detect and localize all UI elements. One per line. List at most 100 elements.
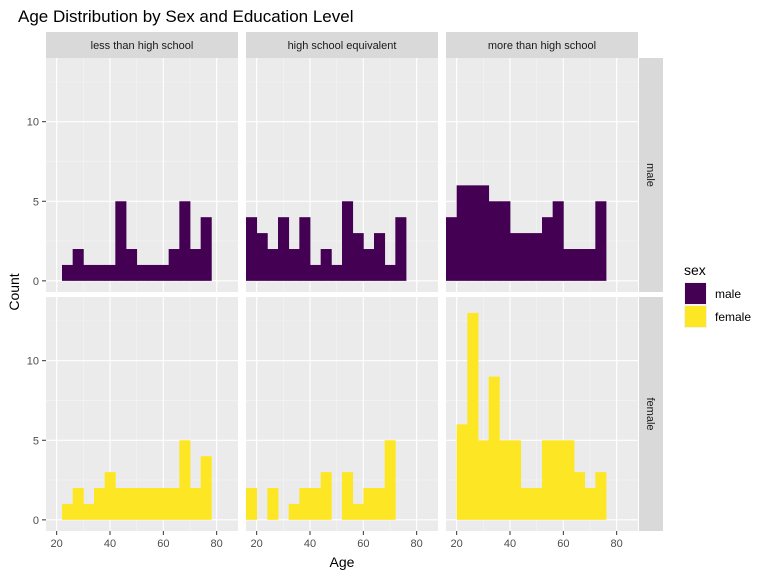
histogram-bar [531, 488, 543, 520]
histogram-bar [510, 233, 522, 281]
x-tick-label: 80 [411, 538, 423, 550]
facet-strip-label: more than high school [488, 40, 596, 52]
facet-strip-less-than-high-school [46, 32, 238, 58]
histogram-bar [126, 249, 138, 281]
histogram-bar [584, 249, 596, 281]
histogram-bar [342, 472, 354, 520]
x-tick-label: 80 [611, 538, 623, 550]
chart-title: Age Distribution by Sex and Education Le… [18, 7, 353, 26]
facet-strip-male [639, 58, 663, 292]
histogram-bar [299, 217, 311, 281]
histogram-bar [510, 440, 522, 520]
histogram-bar [331, 264, 343, 281]
x-tick-label: 40 [104, 538, 116, 550]
facet-strip-more-than-high-school [446, 32, 638, 58]
histogram-bar [72, 249, 84, 281]
histogram-bar [520, 488, 532, 520]
legend-label: male [715, 287, 741, 301]
histogram-bar [147, 264, 159, 281]
legend-swatch-female [685, 306, 706, 327]
x-tick-label: 40 [504, 538, 516, 550]
y-tick-label: 5 [33, 196, 39, 208]
histogram-bar [288, 249, 300, 281]
histogram-bar [310, 264, 322, 281]
histogram-bar [299, 488, 311, 520]
histogram-bar [499, 440, 511, 520]
histogram-bar [158, 488, 170, 520]
histogram-bar [278, 217, 290, 281]
facet-strip-female [639, 297, 663, 531]
histogram-bar [190, 249, 202, 281]
histogram-bar [574, 472, 586, 520]
x-tick-label: 60 [157, 538, 169, 550]
histogram-bar [363, 488, 375, 520]
legend-label: female [715, 310, 751, 324]
histogram-bar [200, 217, 212, 281]
histogram-bar [574, 249, 586, 281]
facet-strip-label: less than high school [91, 40, 194, 52]
histogram-bar [115, 488, 127, 520]
y-tick-label: 0 [33, 515, 39, 527]
histogram-bar [104, 264, 116, 281]
histogram-bar [384, 264, 396, 281]
y-tick-label: 10 [27, 117, 39, 129]
histogram-bar [267, 488, 279, 520]
y-tick-label: 0 [33, 276, 39, 288]
histogram-bar [552, 440, 564, 520]
histogram-bar [136, 488, 148, 520]
histogram-bar [352, 503, 364, 520]
x-tick-label: 80 [211, 538, 223, 550]
histogram-bar [179, 201, 191, 281]
histogram-bar [246, 217, 258, 281]
histogram-bar [94, 264, 106, 281]
x-tick-label: 20 [451, 538, 463, 550]
histogram-bar [320, 249, 332, 281]
histogram-bar [499, 201, 511, 281]
legend-title: sex [684, 262, 706, 278]
histogram-bar [563, 440, 575, 520]
histogram-bar [542, 217, 554, 281]
facet-strip-label: female [644, 397, 656, 430]
x-tick-label: 40 [304, 538, 316, 550]
histogram-bar [456, 424, 468, 520]
histogram-bar [83, 503, 95, 520]
x-tick-label: 20 [251, 538, 263, 550]
histogram-bar [488, 376, 500, 520]
x-tick-label: 20 [51, 538, 63, 550]
histogram-bar [488, 201, 500, 281]
histogram-bar [584, 488, 596, 520]
histogram-bar [478, 440, 490, 520]
histogram-bar [542, 440, 554, 520]
histogram-bar [136, 264, 148, 281]
histogram-bar [446, 217, 458, 281]
histogram-bar [83, 264, 95, 281]
histogram-bar [563, 249, 575, 281]
histogram-bar [310, 488, 322, 520]
histogram-bar [374, 233, 386, 281]
histogram-bar [158, 264, 170, 281]
facet-strip-label: high school equivalent [288, 40, 397, 52]
histogram-bar [200, 456, 212, 520]
histogram-bar [288, 503, 300, 520]
histogram-bar [72, 488, 84, 520]
histogram-bar [62, 503, 74, 520]
histogram-bar [190, 488, 202, 520]
histogram-bar [467, 312, 479, 520]
histogram-bar [595, 201, 607, 281]
histogram-bar [168, 488, 180, 520]
histogram-bar [478, 185, 490, 281]
y-tick-label: 10 [27, 356, 39, 368]
histogram-bar [115, 201, 127, 281]
histogram-bar [320, 472, 332, 520]
histogram-bar [595, 472, 607, 520]
histogram-bar [467, 185, 479, 281]
x-tick-label: 60 [357, 538, 369, 550]
histogram-bar [94, 488, 106, 520]
y-axis-title: Count [6, 273, 22, 310]
histogram-bar [104, 472, 116, 520]
histogram-bar [395, 217, 407, 281]
facet-strip-high-school-equivalent [246, 32, 438, 58]
histogram-bar [168, 249, 180, 281]
histogram-bar [531, 233, 543, 281]
x-axis-title: Age [330, 554, 355, 570]
